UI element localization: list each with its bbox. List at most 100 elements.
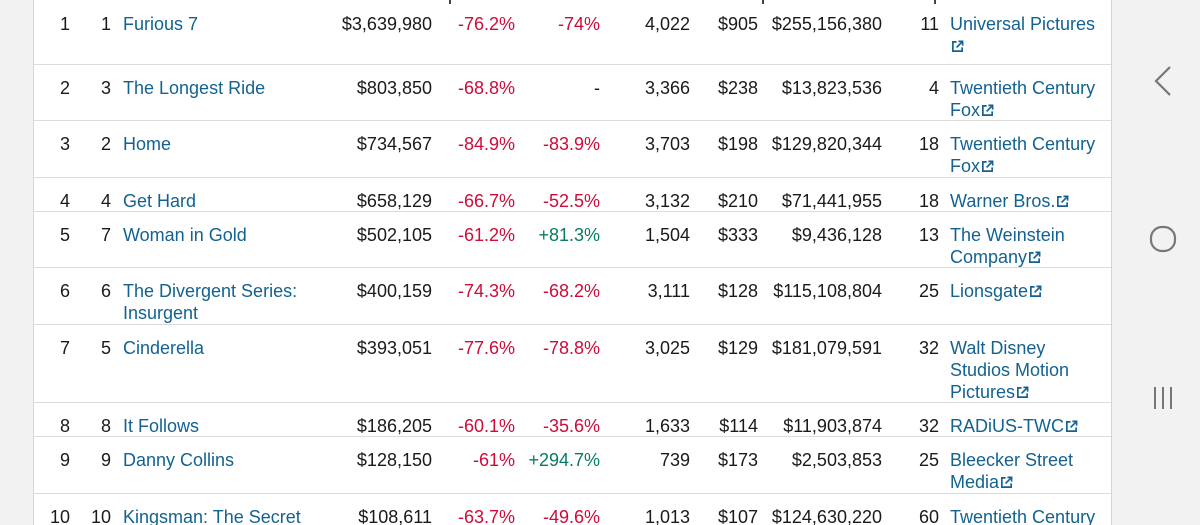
total-gross-cell: $115,108,804 [762,280,882,302]
theaters-cell: 3,111 [614,280,690,302]
rank-cell-text: 3 [59,134,70,154]
rank-cell: 7 [34,337,70,359]
gross-cell: $803,850 [284,77,432,99]
total-gross-cell-text: $2,503,853 [791,450,882,470]
yoy-change-cell: -74% [519,13,600,35]
release-title-link-text: The Longest Ride [123,78,266,98]
average-cell-text: $128 [717,281,758,301]
lw-change-cell: -60.1% [434,415,515,437]
rank-cell: 4 [34,190,70,212]
distributor-link[interactable]: Universal Pictures [950,13,1110,57]
weeks-cell-text: 32 [918,338,939,358]
lw-change-cell-text: -77.6% [457,338,515,358]
weeks-cell: 18 [884,190,939,212]
gross-cell-text: $734,567 [356,134,432,154]
back-chevron-icon[interactable] [1150,64,1176,98]
yoy-change-cell: -35.6% [519,415,600,437]
release-title-link[interactable]: Furious 7 [123,13,333,35]
table-row: 4 4 Get Hard $658,129 -66.7% -52.5% 3,132 $210 $… [34,177,1111,212]
theaters-cell-text: 3,703 [644,134,690,154]
last-week-rank-cell: 3 [34,77,111,99]
distributor-link[interactable]: Twentieth Century [950,506,1110,525]
average-cell: $198 [694,133,758,155]
last-week-rank-cell-text: 5 [100,338,111,358]
total-gross-cell-text: $9,436,128 [791,225,882,245]
lw-change-cell: -76.2% [434,13,515,35]
gross-cell: $658,129 [284,190,432,212]
total-gross-cell: $71,441,955 [762,190,882,212]
gross-cell: $108,611 [284,506,432,525]
release-title-link[interactable]: Home [123,133,333,155]
release-title-link[interactable]: Kingsman: The Secret [123,506,333,525]
release-title-link[interactable]: Danny Collins [123,449,333,471]
release-title-link[interactable]: Cinderella [123,337,333,359]
weeks-cell-text: 18 [918,191,939,211]
rank-cell-text: 9 [59,450,70,470]
release-title-link[interactable]: Woman in Gold [123,224,333,246]
gross-cell-text: $128,150 [356,450,432,470]
distributor-link-text: RADiUS-TWC [950,416,1064,436]
table-row: 2 3 The Longest Ride $803,850 -68.8% - 3,366 $2… [34,64,1111,121]
total-gross-cell-text: $124,630,220 [771,507,882,525]
gross-cell: $128,150 [284,449,432,471]
total-gross-cell-text: $255,156,380 [771,14,882,34]
lw-change-cell-text: -61% [472,450,515,470]
yoy-change-cell: - [519,77,600,99]
distributor-link[interactable]: Twentieth Century Fox [950,77,1110,121]
external-link-icon [1057,195,1069,207]
last-week-rank-cell: 8 [34,415,111,437]
theaters-cell-text: 4,022 [644,14,690,34]
rank-cell-text: 6 [59,281,70,301]
rank-cell: 6 [34,280,70,302]
last-week-rank-cell-text: 6 [100,281,111,301]
distributor-link[interactable]: Walt Disney Studios Motion Pictures [950,337,1110,403]
yoy-change-cell-text: -74% [557,14,600,34]
distributor-link[interactable]: Bleecker Street Media [950,449,1110,493]
weeks-cell: 13 [884,224,939,246]
total-gross-cell-text: $115,108,804 [773,281,882,301]
last-week-rank-cell-text: 2 [100,134,111,154]
total-gross-cell: $2,503,853 [762,449,882,471]
weeks-cell: 32 [884,337,939,359]
release-title-link[interactable]: The Longest Ride [123,77,333,99]
distributor-link[interactable]: RADiUS-TWC [950,415,1110,437]
lw-change-cell-text: -84.9% [457,134,515,154]
last-week-rank-cell: 4 [34,190,111,212]
distributor-link[interactable]: Lionsgate [950,280,1110,302]
average-cell-text: $905 [717,14,758,34]
lw-change-cell: -74.3% [434,280,515,302]
external-link-icon [952,40,964,52]
home-circle-icon[interactable] [1148,224,1178,254]
distributor-link[interactable]: Twentieth Century Fox [950,133,1110,177]
release-title-link[interactable]: The Divergent Series: Insurgent [123,280,333,324]
total-gross-cell: $13,823,536 [762,77,882,99]
distributor-link-text: Lionsgate [950,281,1029,301]
average-cell: $238 [694,77,758,99]
distributor-link[interactable]: Warner Bros. [950,190,1110,212]
table-row: 6 6 The Divergent Series: Insurgent $400,15… [34,267,1111,325]
release-title-link[interactable]: It Follows [123,415,333,437]
distributor-link[interactable]: The Weinstein Company [950,224,1110,268]
weeks-cell-text: 18 [918,134,939,154]
distributor-link-text: Warner Bros. [950,191,1056,211]
header-edge-mark [449,0,451,4]
release-title-link[interactable]: Get Hard [123,190,333,212]
yoy-change-cell-text: +294.7% [528,450,600,470]
theaters-cell: 1,504 [614,224,690,246]
total-gross-cell-text: $129,820,344 [771,134,882,154]
release-title-link-text: Woman in Gold [123,225,247,245]
external-link-icon [1029,251,1041,263]
weeks-cell-text: 4 [928,78,939,98]
recents-icon[interactable] [1150,384,1176,412]
average-cell-text: $238 [717,78,758,98]
average-cell: $107 [694,506,758,525]
header-edge-mark [762,0,764,4]
theaters-cell-text: 3,132 [644,191,690,211]
average-cell: $210 [694,190,758,212]
last-week-rank-cell-text: 7 [100,225,111,245]
table-row: 5 7 Woman in Gold $502,105 -61.2% +81.3% 1,504… [34,211,1111,268]
theaters-cell-text: 739 [659,450,690,470]
weeks-cell-text: 13 [918,225,939,245]
weeks-cell: 25 [884,449,939,471]
